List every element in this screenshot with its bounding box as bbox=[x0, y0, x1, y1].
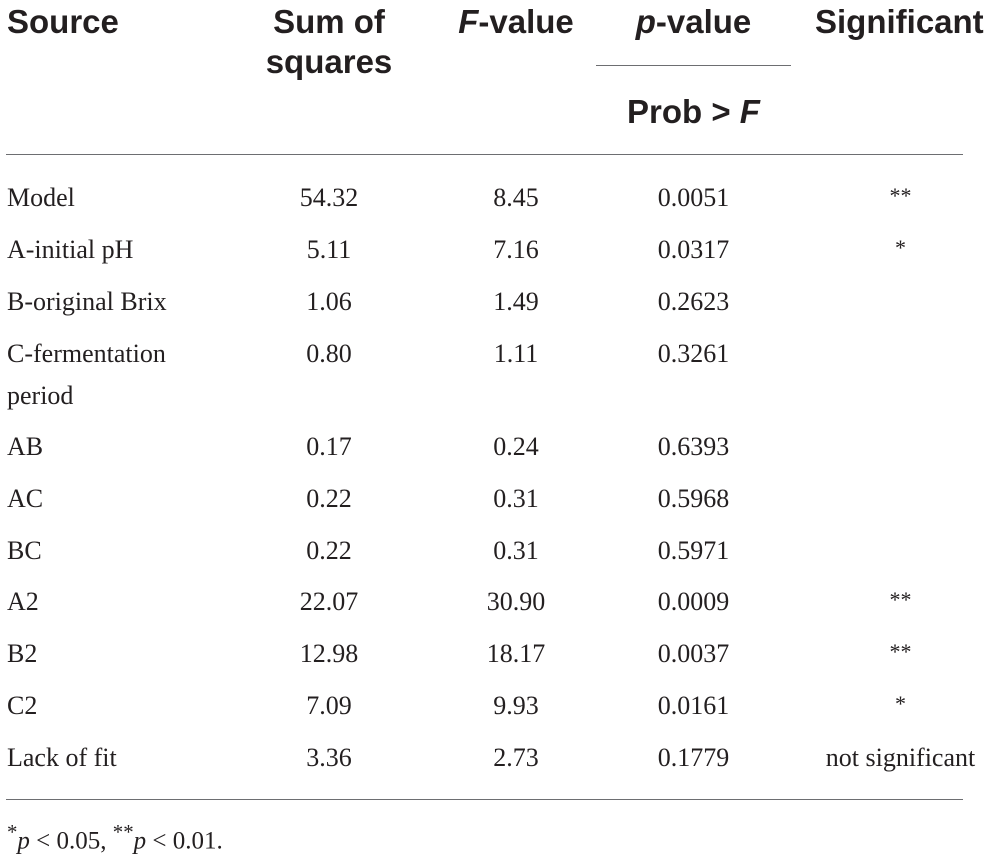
row-p-value: 0.0317 bbox=[657, 235, 730, 264]
row-sum-of-squares: 22.07 bbox=[299, 587, 359, 616]
header-prob-text: Prob > bbox=[627, 93, 740, 130]
footnote-p-1: p bbox=[17, 827, 30, 855]
row-f-value: 18.17 bbox=[486, 639, 546, 668]
table-row: BC 0.22 0.31 0.5971 bbox=[0, 531, 991, 571]
footnote-p-2: p bbox=[133, 827, 147, 855]
header-f-symbol: F bbox=[458, 3, 479, 40]
row-sum-of-squares: 12.98 bbox=[299, 639, 359, 668]
row-source: B2 bbox=[7, 639, 38, 668]
table-row: Model 54.32 8.45 0.0051 ** bbox=[0, 178, 991, 218]
row-sum-of-squares: 0.22 bbox=[306, 536, 352, 565]
header-sum-line1: Sum of bbox=[273, 3, 385, 40]
row-p-value: 0.0051 bbox=[657, 183, 730, 212]
row-p-value: 0.5971 bbox=[657, 536, 730, 565]
bottom-rule bbox=[6, 799, 963, 800]
row-source: A2 bbox=[7, 587, 39, 616]
row-significance: ** bbox=[889, 639, 912, 664]
row-f-value: 0.24 bbox=[493, 432, 539, 461]
table-row: A-initial pH 5.11 7.16 0.0317 * bbox=[0, 230, 991, 270]
row-p-value: 0.1779 bbox=[657, 743, 730, 772]
header-significant: Significant bbox=[815, 3, 984, 40]
header-sum-of-squares: Sum of squares bbox=[231, 2, 427, 82]
header-f-value: F-value bbox=[418, 2, 614, 42]
row-f-value: 8.45 bbox=[493, 183, 539, 212]
row-f-value: 0.31 bbox=[493, 536, 539, 565]
row-source: A-initial pH bbox=[7, 235, 134, 264]
table-row: C2 7.09 9.93 0.0161 * bbox=[0, 686, 991, 726]
row-sum-of-squares: 0.17 bbox=[306, 432, 352, 461]
table-footnote: *p < 0.05, **p < 0.01. bbox=[7, 812, 223, 861]
row-source: Model bbox=[7, 183, 75, 212]
row-significance: ** bbox=[889, 183, 912, 208]
row-f-value: 7.16 bbox=[493, 235, 539, 264]
row-sum-of-squares: 0.80 bbox=[306, 339, 352, 368]
row-significance: ** bbox=[889, 587, 912, 612]
row-sum-of-squares: 1.06 bbox=[306, 287, 352, 316]
row-sum-of-squares: 3.36 bbox=[306, 743, 352, 772]
row-source: BC bbox=[7, 536, 42, 565]
footnote-condition-1: < 0.05, bbox=[29, 827, 113, 855]
header-source: Source bbox=[7, 3, 119, 40]
row-f-value: 0.31 bbox=[493, 484, 539, 513]
row-source: Lack of fit bbox=[7, 743, 117, 772]
row-source: C2 bbox=[7, 691, 38, 720]
row-significance: * bbox=[895, 691, 906, 716]
header-sum-line2: squares bbox=[265, 43, 393, 80]
row-f-value: 2.73 bbox=[493, 743, 539, 772]
header-prob-symbol: F bbox=[739, 93, 760, 130]
row-f-value: 30.90 bbox=[486, 587, 546, 616]
footnote-star-1: * bbox=[7, 820, 18, 844]
row-significance: not significant bbox=[825, 743, 976, 772]
header-prob-f: Prob > F bbox=[596, 92, 791, 132]
row-f-value: 9.93 bbox=[493, 691, 539, 720]
table-row: AB 0.17 0.24 0.6393 bbox=[0, 427, 991, 467]
table-row: AC 0.22 0.31 0.5968 bbox=[0, 479, 991, 519]
row-source-continued: period bbox=[7, 381, 74, 410]
row-p-value: 0.5968 bbox=[657, 484, 730, 513]
row-f-value: 1.49 bbox=[493, 287, 539, 316]
row-source: B-original Brix bbox=[7, 287, 167, 316]
row-sum-of-squares: 5.11 bbox=[306, 235, 352, 264]
header-p-symbol: p bbox=[635, 3, 656, 40]
footnote-condition-2: < 0.01. bbox=[146, 827, 223, 855]
row-f-value: 1.11 bbox=[493, 339, 539, 368]
row-sum-of-squares: 0.22 bbox=[306, 484, 352, 513]
header-p-suffix: -value bbox=[655, 3, 752, 40]
row-source: AB bbox=[7, 432, 44, 461]
table-row: Lack of fit 3.36 2.73 0.1779 not signifi… bbox=[0, 738, 991, 778]
row-p-value: 0.2623 bbox=[657, 287, 730, 316]
table-row: C-fermentation period 0.80 1.11 0.3261 bbox=[0, 334, 991, 418]
footnote-star-2: ** bbox=[112, 820, 134, 844]
table-row: A2 22.07 30.90 0.0009 ** bbox=[0, 582, 991, 622]
row-p-value: 0.0037 bbox=[657, 639, 730, 668]
p-value-subrule bbox=[596, 65, 791, 66]
table-row: B2 12.98 18.17 0.0037 ** bbox=[0, 634, 991, 674]
header-p-value: p-value bbox=[596, 2, 791, 42]
row-p-value: 0.0009 bbox=[657, 587, 730, 616]
row-p-value: 0.0161 bbox=[657, 691, 730, 720]
row-sum-of-squares: 54.32 bbox=[299, 183, 359, 212]
row-p-value: 0.3261 bbox=[657, 339, 730, 368]
row-sum-of-squares: 7.09 bbox=[306, 691, 352, 720]
table-row: B-original Brix 1.06 1.49 0.2623 bbox=[0, 282, 991, 322]
header-rule bbox=[6, 154, 963, 155]
row-source: AC bbox=[7, 484, 44, 513]
row-source: C-fermentation bbox=[7, 339, 166, 368]
row-significance: * bbox=[895, 235, 906, 260]
header-f-suffix: -value bbox=[478, 3, 574, 40]
row-p-value: 0.6393 bbox=[657, 432, 730, 461]
